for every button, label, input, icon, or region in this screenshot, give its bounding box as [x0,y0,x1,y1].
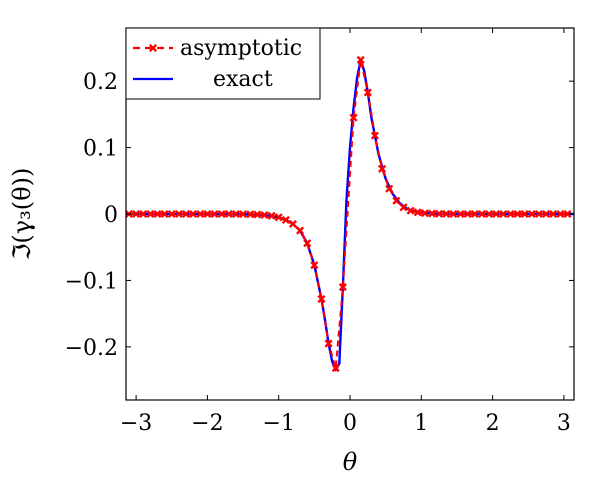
x-tick-label: 1 [414,411,428,436]
asymptotic-point [513,209,522,219]
asymptotic-point [174,209,183,219]
asymptotic-point [267,211,276,220]
x-tick-label: 3 [557,411,571,436]
asymptotic-point [399,203,408,212]
asymptotic-point [317,294,326,304]
asymptotic-point [349,113,358,122]
asymptotic-point [231,210,240,219]
x-axis-label: θ [343,448,358,476]
asymptotic-point [253,210,262,219]
asymptotic-point [274,213,283,222]
asymptotic-point [463,209,472,219]
asymptotic-point [310,261,319,270]
asymptotic-point [392,196,401,205]
legend-label-asymptotic: asymptotic [180,36,302,61]
x-tick-label: −3 [120,411,152,436]
asymptotic-point [217,209,226,219]
asymptotic-point [484,209,494,219]
asymptotic-point [542,209,551,219]
asymptotic-point [203,209,212,219]
asymptotic-point [160,209,169,219]
x-tick-label: −1 [262,411,294,436]
asymptotic-point [260,210,269,220]
asymptotic-point [492,209,501,219]
x-axis: −3 −2 −1 0 1 2 3 [120,28,571,436]
legend-cross-marker [148,43,158,53]
asymptotic-point [406,206,415,215]
asymptotic-point [139,209,148,219]
asymptotic-point [449,209,458,219]
asymptotic-point [378,164,387,173]
asymptotic-point [303,239,312,248]
asymptotic-point [442,209,451,218]
series-layer [126,55,574,373]
asymptotic-point [435,209,444,218]
asymptotic-point [153,209,162,219]
asymptotic-point [238,210,248,219]
asymptotic-point [520,209,529,219]
asymptotic-point [338,283,347,292]
asymptotic-point [288,219,298,229]
asymptotic-point [477,209,486,219]
y-tick-label: 0.2 [83,70,118,95]
y-tick-label: 0 [104,203,118,228]
asymptotic-point [370,131,380,140]
asymptotic-point [224,209,233,219]
asymptotic-point [420,209,429,218]
asymptotic-point [356,55,365,64]
asymptotic-point [427,209,437,218]
asymptotic-point [527,209,536,219]
asymptotic-point [324,339,333,348]
asymptotic-point [296,226,305,235]
asymptotic-point [563,209,572,219]
asymptotic-point [167,209,176,219]
asymptotic-point [499,209,508,219]
y-tick-label: −0.1 [65,269,118,294]
asymptotic-point [331,364,340,373]
asymptotic-point [210,209,219,219]
asymptotic-point [281,215,290,225]
asymptotic-point [181,209,191,219]
x-tick-label: 2 [486,411,500,436]
legend-label-exact: exact [213,67,273,92]
asymptotic-point [470,209,479,219]
asymptotic-point [363,88,372,97]
asymptotic-point [132,209,141,219]
legend-asymptotic-marker [148,43,158,53]
asymptotic-point [506,209,515,219]
x-tick-label: 0 [343,411,357,436]
asymptotic-point [534,209,543,219]
asymptotic-point [246,210,255,219]
y-axis: −0.2 −0.1 0 0.1 0.2 [65,70,574,361]
y-axis-label: ℑ(γ₃(θ)) [8,168,36,261]
y-tick-label: 0.1 [83,137,118,162]
legend: asymptotic exact [125,27,321,100]
asymptotic-point [385,184,394,193]
asymptotic-point [196,209,205,219]
asymptotic-point [556,209,565,219]
asymptotic-point [189,209,198,219]
x-tick-label: −2 [191,411,223,436]
asymptotic-point [549,209,558,219]
y-tick-label: −0.2 [65,336,118,361]
asymptotic-point [146,209,155,219]
legend-box [125,27,321,100]
asymptotic-point [413,208,422,217]
asymptotic-point [456,209,465,219]
